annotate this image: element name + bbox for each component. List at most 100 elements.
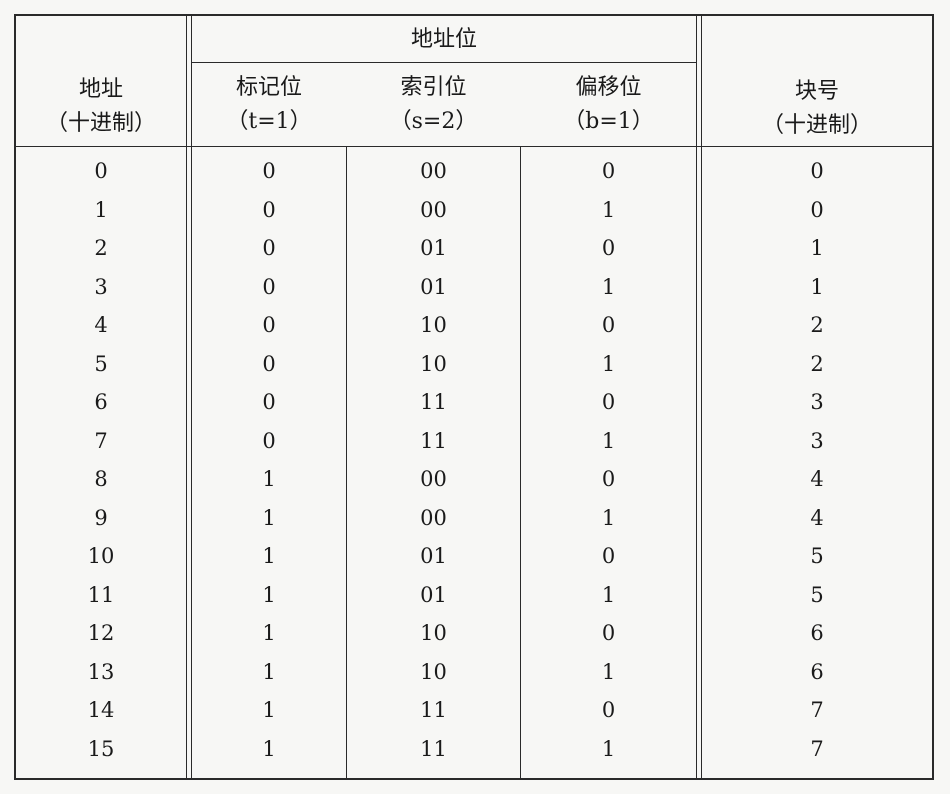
cell-offset: 0 xyxy=(601,467,616,491)
cell-index: 11 xyxy=(420,736,447,761)
cell-index: 10 xyxy=(420,351,447,376)
cell-index: 10 xyxy=(420,313,447,337)
cell-address: 2 xyxy=(94,236,108,260)
cell-address: 15 xyxy=(87,736,115,761)
index-header: 索引位 xyxy=(400,75,467,100)
address-bits-table: 地址位 地址 （十进制） 标记位 （t=1） 索引位 （s=2） 偏移位 （b=… xyxy=(14,14,934,780)
cell-offset: 0 xyxy=(601,698,616,722)
cell-index: 00 xyxy=(420,505,447,530)
cell-block: 3 xyxy=(810,428,824,453)
cell-address: 0 xyxy=(94,159,108,183)
column-rule-index-offset xyxy=(520,146,521,778)
double-rule-left-b xyxy=(191,16,192,778)
cell-address: 12 xyxy=(87,621,115,645)
cell-offset: 1 xyxy=(601,351,616,376)
cell-block: 0 xyxy=(810,197,824,222)
cell-offset: 0 xyxy=(601,236,616,260)
group-header-rule xyxy=(192,62,696,63)
cell-offset: 0 xyxy=(601,621,616,645)
cell-address: 4 xyxy=(94,313,108,337)
cell-offset: 1 xyxy=(601,274,616,299)
cell-index: 11 xyxy=(420,428,447,453)
cell-address: 5 xyxy=(94,351,108,376)
cell-tag: 1 xyxy=(262,698,276,722)
cell-block: 4 xyxy=(810,505,824,530)
cell-tag: 0 xyxy=(262,197,276,222)
double-rule-right-a xyxy=(696,16,697,778)
cell-block: 5 xyxy=(810,582,824,607)
cell-tag: 0 xyxy=(262,428,276,453)
column-rule-tag-index xyxy=(346,146,347,778)
address-header: 地址 xyxy=(78,77,123,102)
cell-offset: 0 xyxy=(601,544,616,568)
group-title: 地址位 xyxy=(410,27,477,52)
cell-block: 1 xyxy=(810,274,824,299)
cell-index: 11 xyxy=(420,698,447,722)
block-header-sub: （十进制） xyxy=(761,113,872,138)
cell-index: 01 xyxy=(420,274,447,299)
cell-offset: 0 xyxy=(601,390,616,414)
cell-tag: 1 xyxy=(262,582,276,607)
cell-address: 8 xyxy=(94,467,108,491)
cell-address: 6 xyxy=(94,390,108,414)
cell-tag: 0 xyxy=(262,236,276,260)
cell-block: 6 xyxy=(810,621,824,645)
cell-offset: 1 xyxy=(601,197,616,222)
offset-header-sub: （b=1） xyxy=(563,109,654,134)
cell-index: 11 xyxy=(420,390,447,414)
double-rule-left-a xyxy=(186,16,187,778)
cell-block: 7 xyxy=(810,698,824,722)
tag-header-sub: （t=1） xyxy=(226,109,312,134)
header-bottom-rule xyxy=(16,146,932,147)
cell-tag: 1 xyxy=(262,621,276,645)
cell-offset: 1 xyxy=(601,659,616,684)
cell-index: 01 xyxy=(420,544,447,568)
cell-index: 00 xyxy=(420,197,447,222)
cell-block: 0 xyxy=(810,159,824,183)
cell-address: 10 xyxy=(87,544,115,568)
cell-index: 00 xyxy=(420,467,447,491)
cell-offset: 1 xyxy=(601,736,616,761)
cell-tag: 0 xyxy=(262,313,276,337)
cell-address: 9 xyxy=(94,505,108,530)
cell-block: 5 xyxy=(810,544,824,568)
offset-header: 偏移位 xyxy=(575,75,642,100)
index-header-sub: （s=2） xyxy=(389,109,478,134)
cell-tag: 1 xyxy=(262,736,276,761)
cell-tag: 1 xyxy=(262,659,276,684)
cell-address: 1 xyxy=(94,197,108,222)
cell-address: 13 xyxy=(87,659,115,684)
cell-block: 2 xyxy=(810,351,824,376)
cell-tag: 0 xyxy=(262,351,276,376)
double-rule-right-b xyxy=(701,16,702,778)
cell-offset: 0 xyxy=(601,159,616,183)
address-header-sub: （十进制） xyxy=(45,111,156,136)
cell-index: 10 xyxy=(420,659,447,684)
cell-index: 10 xyxy=(420,621,447,645)
cell-tag: 0 xyxy=(262,274,276,299)
cell-block: 3 xyxy=(810,390,824,414)
cell-block: 4 xyxy=(810,467,824,491)
cell-tag: 1 xyxy=(262,544,276,568)
cell-tag: 1 xyxy=(262,505,276,530)
cell-block: 6 xyxy=(810,659,824,684)
cell-address: 11 xyxy=(87,582,115,607)
cell-block: 7 xyxy=(810,736,824,761)
cell-offset: 1 xyxy=(601,582,616,607)
block-header: 块号 xyxy=(794,79,839,104)
cell-offset: 0 xyxy=(601,313,616,337)
cell-index: 01 xyxy=(420,582,447,607)
cell-offset: 1 xyxy=(601,505,616,530)
cell-block: 1 xyxy=(810,236,824,260)
cell-tag: 1 xyxy=(262,467,276,491)
cell-address: 14 xyxy=(87,698,115,722)
cell-offset: 1 xyxy=(601,428,616,453)
cell-block: 2 xyxy=(810,313,824,337)
cell-tag: 0 xyxy=(262,159,276,183)
cell-address: 7 xyxy=(94,428,108,453)
cell-index: 00 xyxy=(420,159,447,183)
cell-index: 01 xyxy=(420,236,447,260)
cell-address: 3 xyxy=(94,274,108,299)
cell-tag: 0 xyxy=(262,390,276,414)
tag-header: 标记位 xyxy=(235,75,302,100)
